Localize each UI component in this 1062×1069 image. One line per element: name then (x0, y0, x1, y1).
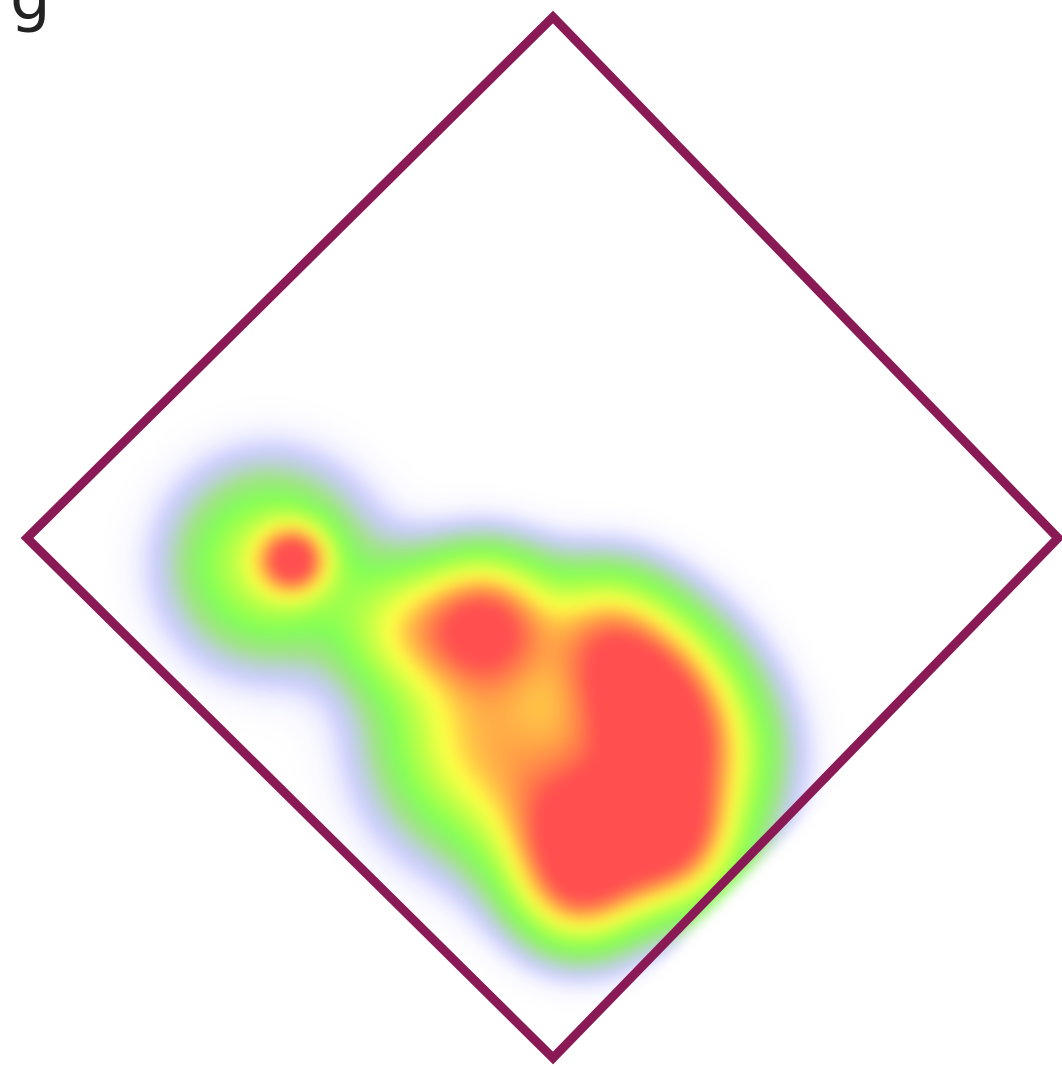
heatmap-border (20, 10, 1062, 1065)
